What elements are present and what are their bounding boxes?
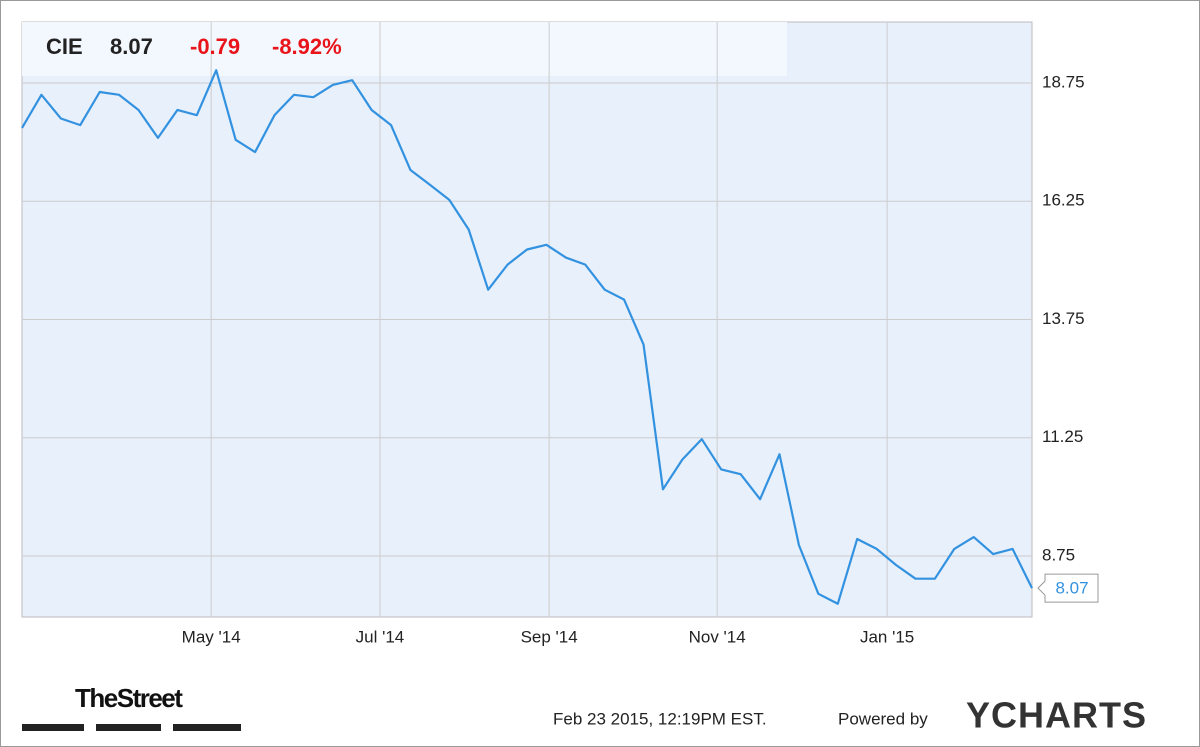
change-percent: -8.92% [272,34,342,59]
y-tick-label: 13.75 [1042,309,1085,328]
timestamp: Feb 23 2015, 12:19PM EST. [553,709,767,728]
y-tick-label: 8.75 [1042,545,1075,564]
brand-logo: YCHARTS [966,695,1147,736]
grid [22,22,1032,617]
logo-bar [22,724,84,731]
x-tick-label: Jan '15 [860,627,914,646]
last-value-label: 8.07 [1055,579,1088,598]
source-logo: TheStreet [75,683,183,713]
x-tick-label: Sep '14 [521,627,578,646]
ticker: CIE [46,34,83,59]
y-tick-label: 16.25 [1042,191,1085,210]
logo-bar [96,724,161,731]
price-line [21,69,1033,605]
powered-by: Powered by [838,709,928,728]
price: 8.07 [110,34,153,59]
y-tick-label: 18.75 [1042,72,1085,91]
logo-bar [173,724,241,731]
y-tick-label: 11.25 [1042,427,1083,446]
x-tick-label: Nov '14 [689,627,746,646]
header-band [22,22,787,76]
x-tick-label: Jul '14 [356,627,405,646]
change: -0.79 [190,34,240,59]
last-value-flag [1037,573,1099,603]
x-tick-label: May '14 [182,627,241,646]
marks: 8.07 [21,69,1099,605]
